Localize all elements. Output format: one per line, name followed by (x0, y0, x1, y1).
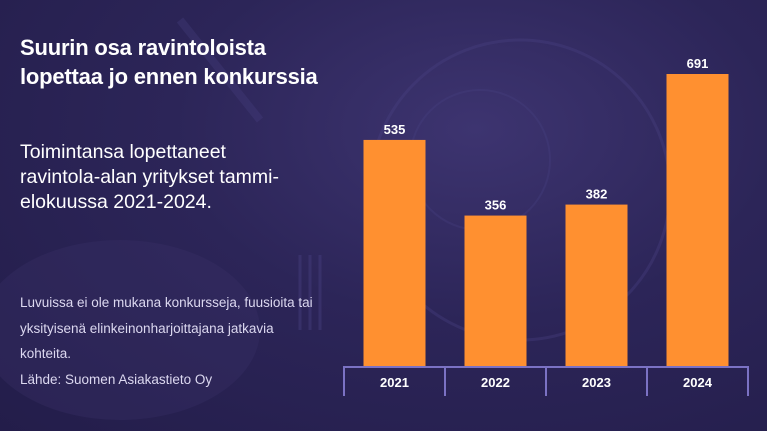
bar-2023 (565, 204, 628, 366)
x-tick-label-2023: 2023 (582, 375, 611, 390)
chart-title: Suurin osa ravintoloista lopettaa jo enn… (20, 35, 318, 89)
value-label-2022: 356 (485, 198, 507, 213)
bar-2024 (666, 74, 729, 366)
x-tick-label-2024: 2024 (683, 375, 713, 390)
chart-source: Lähde: Suomen Asiakastieto Oy (20, 372, 213, 387)
bar-2021 (363, 139, 426, 366)
chart-note: Luvuissa ei ole mukana konkursseja, fuus… (20, 295, 313, 361)
value-label-2021: 535 (384, 122, 406, 137)
bar-2022 (464, 215, 527, 366)
value-label-2024: 691 (687, 56, 709, 71)
x-tick-label-2022: 2022 (481, 375, 510, 390)
chart-subtitle: Toimintansa lopettaneet ravintola-alan y… (20, 141, 279, 213)
value-label-2023: 382 (586, 187, 608, 202)
x-tick-label-2021: 2021 (380, 375, 409, 390)
